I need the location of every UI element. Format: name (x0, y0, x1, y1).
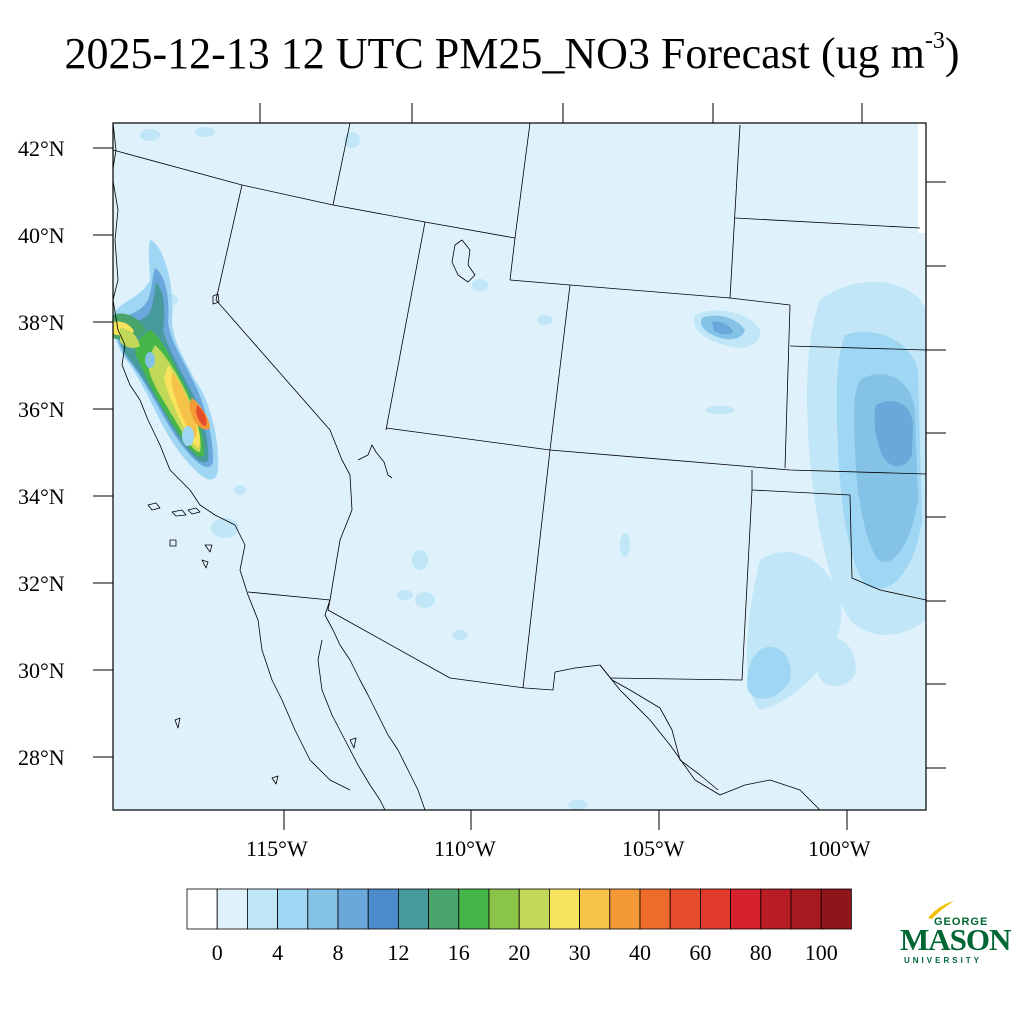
colorbar-tick-label: 8 (332, 940, 344, 965)
colorbar-tick-label: 12 (387, 940, 410, 965)
title-superscript: -3 (924, 28, 945, 55)
colorbar-swatch (247, 888, 279, 930)
colorbar (186, 888, 852, 930)
colorado-spot (694, 310, 761, 348)
colorbar-swatch (307, 888, 339, 930)
map-frame (112, 122, 927, 811)
lat-label-34: 34°N (18, 484, 65, 509)
colorbar-swatch (186, 888, 218, 930)
colorbar-tick-label: 30 (568, 940, 591, 965)
figure-title: 2025-12-13 12 UTC PM25_NO3 Forecast (ug … (0, 28, 1024, 79)
lon-label-100: 100°W (808, 836, 871, 861)
logo-line-mason: MASON (900, 922, 1011, 957)
colorbar-swatch (367, 888, 399, 930)
colorbar-tick-label: 0 (211, 940, 223, 965)
colorbar-tick-label: 16 (447, 940, 470, 965)
colorbar-swatch (700, 888, 732, 930)
map-background (113, 123, 926, 810)
colorbar-tick-label: 4 (272, 940, 284, 965)
map-boundaries (113, 123, 926, 810)
lon-label-110: 110°W (434, 836, 496, 861)
lat-label-36: 36°N (18, 397, 65, 422)
colorbar-swatch (579, 888, 611, 930)
colorbar-swatch (518, 888, 550, 930)
colorbar-swatch (639, 888, 671, 930)
central-valley-plume (113, 240, 219, 480)
colorbar-tick-label: 60 (689, 940, 712, 965)
no-data-strip (918, 123, 926, 233)
scattered-patches (140, 127, 734, 810)
colorbar-swatch (488, 888, 520, 930)
colorbar-swatch (458, 888, 490, 930)
title-close-paren: ) (944, 29, 960, 78)
lat-label-38: 38°N (18, 310, 65, 335)
colorbar-swatch (337, 888, 369, 930)
colorbar-tick-label: 100 (804, 940, 838, 965)
colorbar-tick-label: 80 (749, 940, 772, 965)
logo-line-george: GEORGE (934, 916, 989, 928)
logo-swoosh-icon (928, 901, 954, 919)
colorbar-swatch (428, 888, 460, 930)
colorbar-swatch (760, 888, 792, 930)
colorbar-swatch (548, 888, 580, 930)
colorbar-swatch (820, 888, 852, 930)
lat-label-42: 42°N (18, 136, 65, 161)
colorbar-swatch (790, 888, 822, 930)
lat-label-32: 32°N (18, 571, 65, 596)
colorbar-swatch (730, 888, 762, 930)
tick-marks (93, 103, 946, 830)
lat-label-28: 28°N (18, 745, 65, 770)
colorbar-tick-label: 20 (508, 940, 531, 965)
lat-label-30: 30°N (18, 658, 65, 683)
logo-line-university: UNIVERSITY (904, 956, 983, 965)
colorbar-swatch (397, 888, 429, 930)
plains-plume (746, 281, 926, 710)
colorbar-swatch (216, 888, 248, 930)
lon-label-115: 115°W (246, 836, 308, 861)
colorbar-swatch (669, 888, 701, 930)
title-text: 2025-12-13 12 UTC PM25_NO3 Forecast (ug … (64, 29, 925, 78)
lon-label-105: 105°W (622, 836, 685, 861)
colorbar-tick-label: 40 (629, 940, 651, 965)
colorbar-swatch (277, 888, 309, 930)
colorbar-swatch (609, 888, 641, 930)
lat-label-40: 40°N (18, 223, 65, 248)
gmu-logo: GEORGE MASON UNIVERSITY (898, 900, 1011, 970)
